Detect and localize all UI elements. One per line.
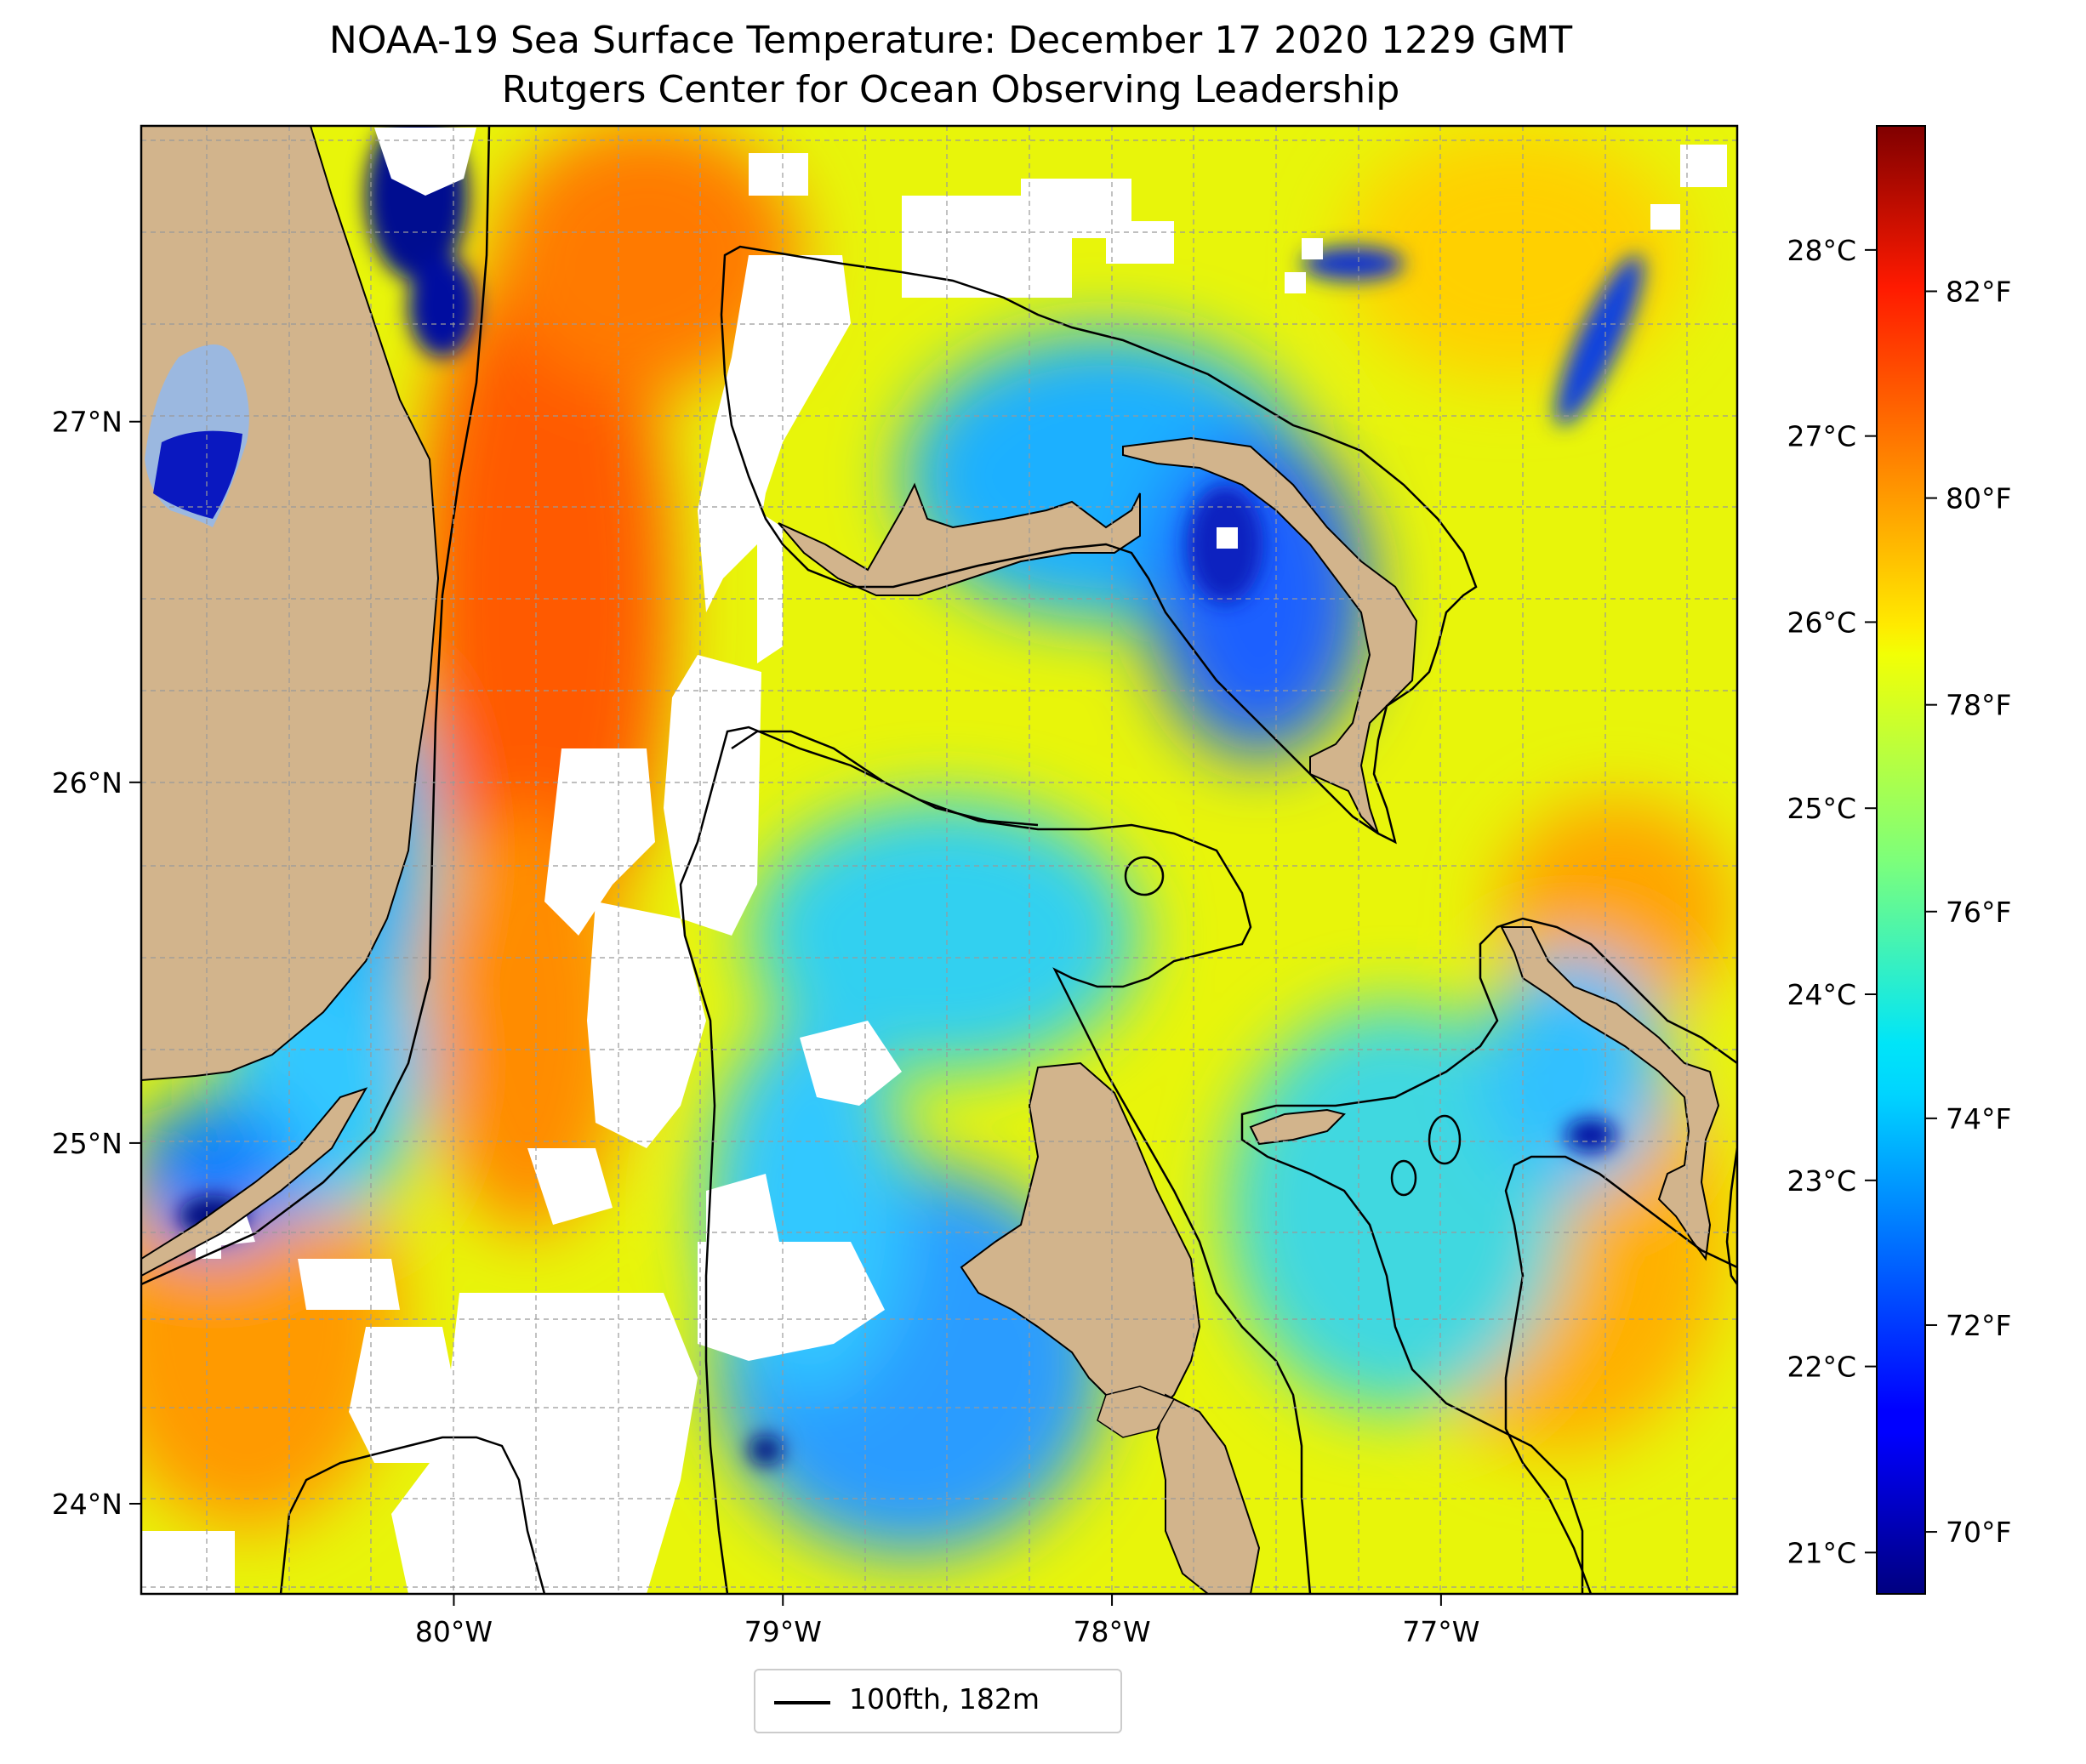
colorbar-c-tick-label: 22°C [1787,1351,1856,1384]
longitude-axis: 80°W 79°W 78°W 77°W [415,1594,1479,1648]
colorbar-celsius-axis: 21°C 22°C 23°C 24°C 25°C 26°C 27°C 28°C [1787,234,1877,1569]
colorbar-f-tick-label: 74°F [1946,1102,2011,1135]
colorbar-f-tick-label: 70°F [1946,1516,2011,1549]
land-florida-keys [141,1087,368,1277]
lat-tick-label: 27°N [52,406,123,439]
colorbar-f-tick-label: 72°F [1946,1309,2011,1342]
lon-tick-label: 80°W [415,1615,493,1648]
map-gridlines [141,126,1737,1594]
colorbar-frame [1876,125,1926,1595]
depth-contour-100fth [141,126,1737,1594]
colorbar-c-tick-label: 24°C [1787,978,1856,1011]
land-new-providence [1249,1108,1346,1146]
colorbar-c-tick-label: 28°C [1787,234,1856,267]
lat-tick-label: 24°N [52,1488,123,1521]
legend: 100fth, 182m [754,1669,1122,1733]
cloud-cover [141,128,1727,1594]
colorbar-f-tick-label: 76°F [1946,896,2011,929]
colorbar-f-tick-label: 78°F [1946,689,2011,722]
lon-tick-label: 78°W [1074,1615,1151,1648]
map-title-line-1: NOAA-19 Sea Surface Temperature: Decembe… [328,19,1573,62]
land-grand-bahama [778,482,1141,596]
map-title-line-2: Rutgers Center for Ocean Observing Leade… [501,68,1400,111]
colorbar-fahrenheit-axis: 70°F 72°F 74°F 76°F 78°F 80°F 82°F [1925,275,2011,1549]
latitude-axis: 24°N 25°N 26°N 27°N [52,406,141,1521]
map-frame [140,124,1739,1596]
lon-tick-label: 79°W [744,1615,822,1648]
lat-tick-label: 25°N [52,1127,123,1160]
legend-line-swatch [774,1701,830,1704]
colorbar-c-tick-label: 21°C [1787,1536,1856,1569]
legend-label: 100fth, 182m [849,1682,1040,1716]
colorbar-c-tick-label: 23°C [1787,1164,1856,1198]
colorbar-f-tick-label: 82°F [1946,275,2011,308]
colorbar-f-tick-label: 80°F [1946,482,2011,515]
colorbar-c-tick-label: 26°C [1787,606,1856,639]
lat-tick-label: 26°N [52,766,123,799]
lon-tick-label: 77°W [1402,1615,1479,1648]
colorbar-c-tick-label: 27°C [1787,420,1856,453]
colorbar-c-tick-label: 25°C [1787,792,1856,825]
land-andros [960,1061,1201,1422]
colorbar-gradient [1877,126,1925,1594]
sst-field [141,126,1737,1594]
